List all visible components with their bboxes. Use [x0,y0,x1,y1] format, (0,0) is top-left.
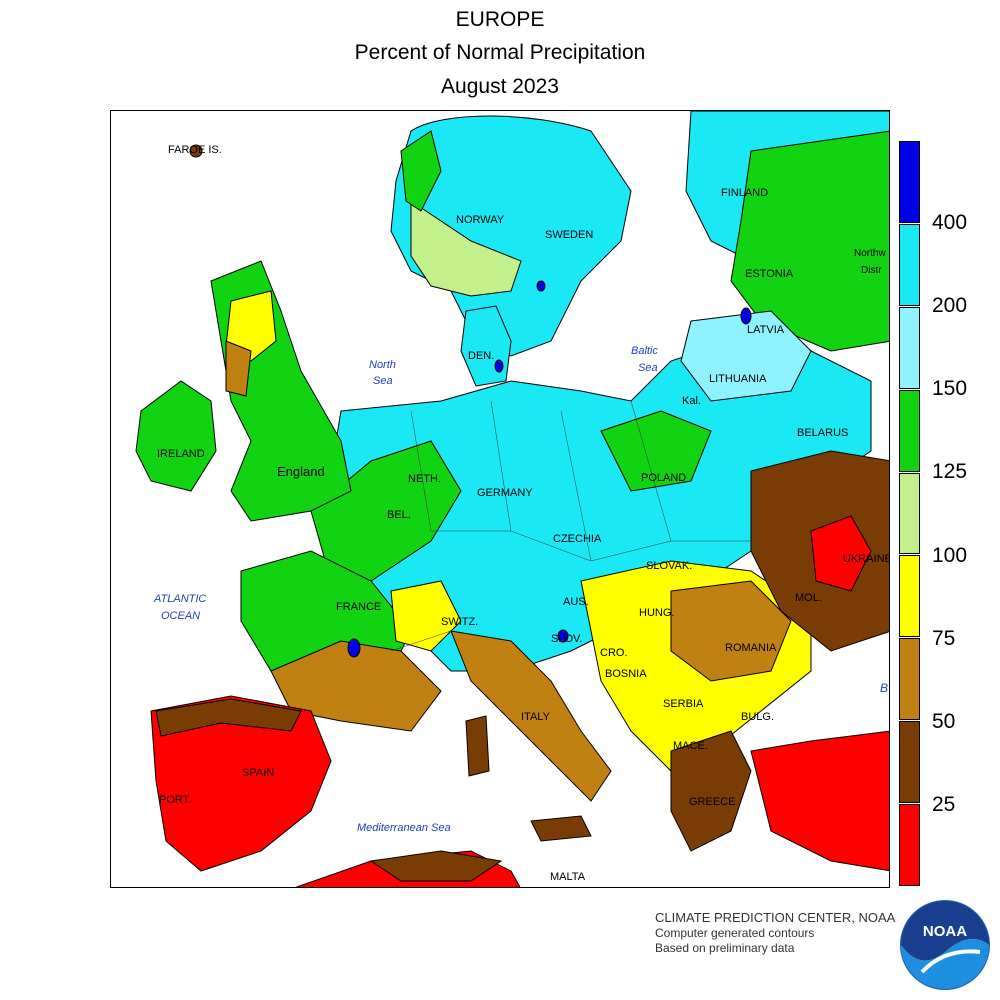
label-mediterranean: Mediterranean Sea [357,822,451,834]
label-denmark: DEN. [468,350,495,362]
label-northwest-district-2: Distr [861,265,882,276]
legend-label-75: 75 [932,627,956,650]
legend-swatch-3 [899,389,920,472]
label-italy: ITALY [521,711,550,723]
legend-label-100: 100 [932,544,968,567]
slovenia-high-precip [557,629,569,643]
label-belgium: BEL. [387,509,411,521]
poland-green-patch [600,410,712,492]
label-france: FRANCE [336,601,382,613]
credit-line-2: Computer generated contours [655,926,815,940]
scandinavia-region [390,115,632,357]
label-macedonia: MACE. [673,740,708,752]
legend-swatch-0 [899,141,920,223]
label-baltic-sea-1: Baltic [631,345,658,357]
label-germany: GERMANY [477,487,533,499]
label-atlantic-1: ATLANTIC [154,593,207,605]
label-hungary: HUNG. [639,607,675,619]
label-malta: MALTA [550,871,586,883]
credit-line-1: CLIMATE PREDICTION CENTER, NOAA [655,910,896,925]
ukraine-red-core [810,515,872,592]
label-poland: POLAND [641,472,687,484]
label-finland: FINLAND [721,187,769,199]
credit-line-3: Based on preliminary data [655,941,795,955]
legend-swatch-8 [899,804,920,886]
color-legend [899,141,920,887]
norway-coast [400,130,442,212]
label-sweden: SWEDEN [545,229,594,241]
iberia-north-brown [155,698,302,737]
legend-label-200: 200 [932,294,968,317]
sicily [530,815,592,842]
label-england: England [277,464,325,479]
label-atlantic-2: OCEAN [161,610,201,622]
turkey-region [750,730,889,872]
precipitation-map: FAROE IS. NORWAY SWEDEN FINLAND ESTONIA … [110,110,890,888]
greece-region [670,730,752,852]
noaa-logo-icon: NOAA [900,900,990,990]
france-high-precip [347,638,361,658]
label-austria: AUS. [563,596,589,608]
legend-swatch-5 [899,555,920,638]
latvia-blue-region [680,310,812,402]
label-moldova: MOL. [795,592,822,604]
label-latvia: LATVIA [747,324,785,336]
scotland-yellow [225,290,277,362]
label-bulgaria: BULG. [741,711,775,723]
iberia-region [150,695,332,872]
label-estonia: ESTONIA [745,268,794,280]
label-romania: ROMANIA [725,642,777,654]
label-belarus: BELARUS [797,427,849,439]
faroe-islands [189,144,203,158]
label-greece: GREECE [689,796,736,808]
label-faroe: FAROE IS. [168,144,222,156]
label-croatia: CRO. [600,647,628,659]
latvia-high-precip [740,307,752,325]
label-serbia: SERBIA [663,698,704,710]
label-portugal: PORT. [159,794,192,806]
romania-brown [670,580,792,682]
legend-swatch-1 [899,223,920,306]
label-black-sea: B [880,681,889,695]
label-ireland: IRELAND [157,448,205,460]
label-ukraine: UKRAINE [843,553,890,565]
label-slovakia: SLOVAK. [646,560,693,572]
legend-label-150: 150 [932,377,968,400]
noaa-logo-text: NOAA [923,923,967,940]
legend-swatch-6 [899,638,920,721]
label-norway: NORWAY [456,214,505,226]
label-baltic-sea-2: Sea [638,362,658,374]
sweden-high-precip [536,280,546,292]
italy-region [450,630,612,802]
label-lithuania: LITHUANIA [709,373,767,385]
ireland-region [135,380,217,492]
north-africa-brown [369,850,503,882]
label-spain: SPAIN [242,767,275,779]
label-northwest-district: Northw [854,248,886,259]
legend-swatch-2 [899,306,920,389]
map-title: EUROPE [455,8,545,31]
country-borders [390,400,751,652]
map-period: August 2023 [441,75,559,98]
denmark-high-precip [494,359,504,373]
scotland-brown [225,340,252,397]
map-canvas [135,111,889,887]
label-north-sea-2: Sea [373,375,393,387]
label-czechia: CZECHIA [553,533,602,545]
label-kaliningrad: Kal. [682,395,701,407]
map-subtitle: Percent of Normal Precipitation [354,41,646,64]
label-netherlands: NETH. [408,473,441,485]
legend-label-25: 25 [932,793,956,816]
label-slovenia: SLOV. [551,633,583,645]
sardinia [465,715,490,777]
legend-swatch-7 [899,721,920,804]
legend-label-400: 400 [932,211,968,234]
label-switzerland: SWITZ. [441,616,479,628]
southern-norway [410,200,522,297]
label-bosnia: BOSNIA [605,668,647,680]
label-north-sea-1: North [369,359,396,371]
legend-label-125: 125 [932,460,968,483]
legend-label-50: 50 [932,710,956,733]
legend-swatch-4 [899,472,920,555]
